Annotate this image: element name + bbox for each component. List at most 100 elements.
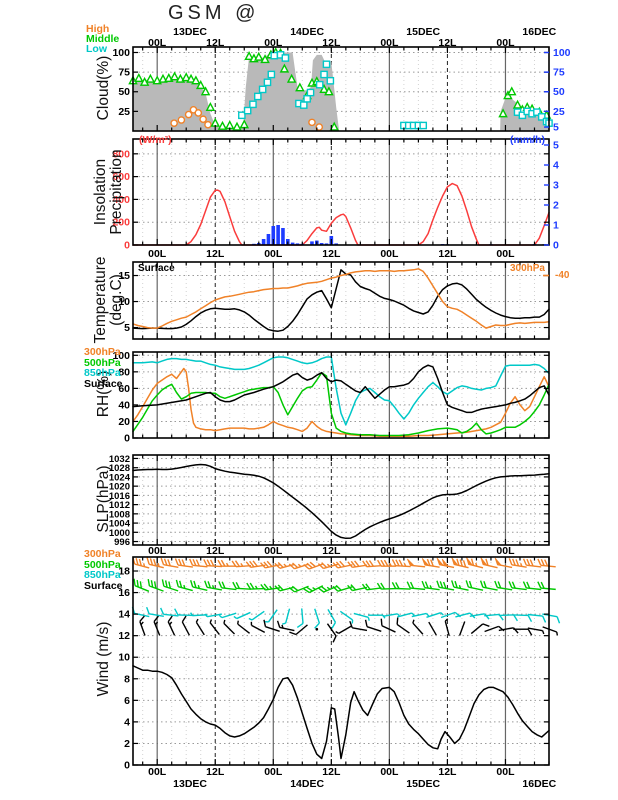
wind-barb-pennant	[451, 557, 459, 566]
wind-barb-feather	[160, 557, 165, 565]
wind-barb-feather	[153, 558, 157, 567]
wind-barb-staff	[352, 627, 368, 632]
wind-barb-feather	[163, 558, 168, 566]
wind-barb-feather	[138, 558, 142, 566]
y-tick-label-left: 5	[124, 322, 130, 334]
wind-barb-feather	[249, 560, 255, 568]
wind-barb-feather	[398, 559, 404, 567]
hour-label: 12L	[322, 766, 341, 778]
wind-barb-staff	[236, 611, 251, 620]
y-tick-label-left: 400	[112, 194, 130, 206]
wind-barb-feather	[320, 585, 328, 592]
wind-barb-staff	[396, 623, 410, 634]
wind-barb-feather	[139, 615, 145, 622]
date-label: 14DEC	[290, 26, 324, 38]
wind-barb-staff	[223, 622, 236, 635]
y-tick-label-right: 100	[553, 47, 571, 59]
hour-label: 00L	[148, 37, 167, 49]
wind-barb-staff	[301, 608, 304, 624]
wind-barb-feather	[174, 608, 179, 616]
hour-label: 12L	[206, 248, 225, 260]
middle-cloud-marker	[506, 86, 517, 96]
y-tick-label-left: 1016	[109, 491, 130, 502]
wind-barb-staff	[235, 564, 252, 568]
middle-cloud-marker	[195, 80, 206, 90]
wind-barb-feather	[276, 620, 281, 628]
high-cloud-marker	[199, 115, 207, 124]
wind-barb-staff	[482, 586, 498, 591]
wind-barb-staff	[469, 613, 485, 618]
rh-legend-300hpa: 300hPa	[84, 346, 121, 358]
wind-barb-feather	[260, 583, 266, 591]
wind-barb-feather	[332, 635, 337, 643]
wind-barb-staff	[470, 623, 484, 635]
wind-barb-staff	[181, 621, 190, 636]
wind-barb-feather	[296, 622, 304, 629]
y-tick-label-right: 5	[553, 122, 559, 134]
wind-barb-feather	[442, 581, 447, 589]
wind-barb-feather	[365, 583, 371, 590]
y-tick-label-left: 6	[124, 695, 130, 707]
wind-barb-staff	[177, 614, 193, 617]
wind-barb-staff	[527, 627, 543, 632]
wind-barb-half-feather	[218, 614, 223, 619]
middle-cloud-marker	[232, 121, 242, 131]
wind-barb-feather	[350, 584, 357, 591]
middle-cloud-marker	[158, 73, 168, 83]
wind-barb-feather	[291, 585, 299, 592]
high-cloud-marker	[194, 109, 203, 117]
wind-barb-feather	[147, 578, 151, 587]
hour-label: 12L	[438, 248, 457, 260]
hour-label: 00L	[148, 248, 167, 260]
wind-barb-feather	[204, 580, 208, 588]
hour-label: 12L	[438, 545, 457, 557]
wind-barb-feather	[540, 581, 545, 589]
low-cloud-marker	[315, 80, 324, 89]
wind-barb-staff	[395, 587, 411, 590]
wind-barb-feather	[289, 631, 297, 636]
high-cloud-marker	[177, 116, 186, 124]
wind-barb-staff	[498, 614, 514, 617]
temp-right-tick-minus40: -40	[555, 270, 570, 281]
y-tick-label-left: 8	[124, 673, 130, 685]
legend-middle: Middle	[86, 33, 120, 45]
wind-barb-feather	[303, 563, 310, 570]
wind-barb-feather	[189, 580, 194, 588]
middle-cloud-marker	[200, 86, 211, 96]
wind-barb-feather	[347, 584, 353, 591]
wind-barb-staff	[167, 621, 176, 636]
low-cloud-marker	[322, 60, 331, 69]
wind-barb-staff	[411, 612, 427, 618]
wind-barb-feather	[459, 559, 463, 567]
wind-barb-feather	[540, 558, 545, 566]
wind-barb-feather	[380, 618, 383, 626]
hour-label: 00L	[264, 545, 283, 557]
wind-barb-half-feather	[541, 630, 545, 635]
wind-barb-staff	[309, 585, 324, 594]
hour-label: 00L	[380, 37, 399, 49]
low-cloud-marker	[253, 92, 262, 101]
wind-barb-feather	[317, 563, 324, 569]
wind-barb-feather	[526, 581, 531, 589]
high-cloud-marker	[170, 119, 178, 127]
wind-barb-feather	[314, 622, 320, 629]
wind-barb-feather	[181, 559, 186, 567]
wind-barb-staff	[366, 564, 382, 568]
hour-label: 12L	[438, 766, 457, 778]
wind-barb-staff	[206, 613, 223, 618]
y-tick-label-left: 800	[112, 148, 130, 160]
middle-cloud-marker	[329, 121, 339, 131]
wind-barb-feather	[195, 559, 200, 567]
wind-barb-staff	[426, 611, 441, 618]
wind-barb-feather	[317, 587, 325, 593]
wind-barb-feather	[512, 558, 516, 566]
middle-cloud-marker	[512, 99, 523, 109]
wind-barb-half-feather	[425, 613, 430, 617]
y-tick-label-left: 60	[118, 383, 130, 395]
high-cloud-marker	[308, 118, 316, 127]
wind-barb-half-feather	[140, 621, 144, 626]
wind-barb-feather	[483, 581, 487, 589]
wind-panel-frame	[132, 556, 550, 766]
y-tick-label-left: 100	[112, 47, 130, 59]
